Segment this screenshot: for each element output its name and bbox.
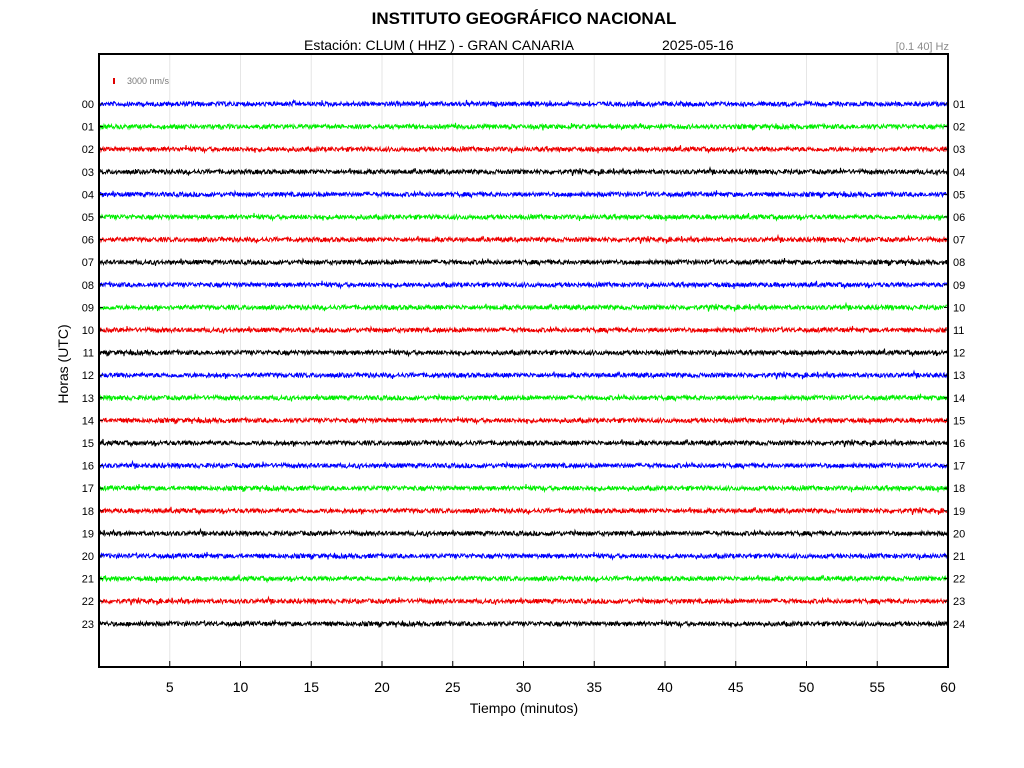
x-tick-label: 60	[940, 679, 956, 695]
hour-label-left: 07	[82, 257, 94, 269]
x-tick-label: 20	[374, 679, 390, 695]
trace-hour-13	[98, 392, 949, 403]
chart-title: INSTITUTO GEOGRÁFICO NACIONAL	[371, 9, 677, 28]
trace-hour-06	[98, 233, 949, 244]
hour-label-left: 03	[82, 167, 94, 179]
hour-label-left: 17	[82, 483, 94, 495]
hour-label-right: 16	[953, 438, 965, 450]
hour-label-left: 20	[82, 551, 94, 563]
trace-hour-08	[98, 280, 949, 290]
filter-label: [0.1 40] Hz	[895, 41, 949, 53]
hour-label-right: 04	[953, 167, 965, 179]
trace-hour-09	[98, 301, 949, 312]
hour-label-left: 21	[82, 574, 94, 586]
trace-hour-22	[98, 595, 949, 606]
trace-hour-11	[98, 348, 949, 358]
grid-lines	[169, 54, 949, 667]
hour-label-left: 11	[83, 348, 94, 360]
trace-hour-19	[98, 527, 949, 538]
x-tick-label: 30	[516, 679, 532, 695]
hour-label-right: 23	[953, 596, 965, 608]
hour-label-right: 02	[953, 122, 965, 134]
trace-hour-02	[98, 145, 949, 155]
hour-label-left: 13	[82, 393, 94, 405]
hour-label-right: 19	[953, 506, 965, 518]
hour-label-left: 09	[82, 302, 94, 314]
trace-hour-05	[98, 212, 949, 222]
trace-hour-10	[98, 325, 949, 335]
trace-hour-01	[98, 122, 949, 131]
hour-label-left: 15	[82, 438, 94, 450]
hour-label-right: 06	[953, 212, 965, 224]
x-tick-label: 10	[233, 679, 249, 695]
hour-label-right: 08	[953, 257, 965, 269]
hour-label-left: 23	[82, 619, 94, 631]
hour-label-right: 09	[953, 280, 965, 292]
axes: 5 10 15 20 25 30 35 40 45 50 55 60 00 01 01 02 02 03 03 04 0…	[82, 99, 966, 695]
trace-hour-16	[98, 459, 949, 470]
hour-label-left: 12	[82, 370, 94, 382]
hour-label-right: 20	[953, 528, 965, 540]
hour-label-left: 19	[82, 528, 94, 540]
hour-label-left: 14	[82, 415, 94, 427]
x-tick-label: 40	[657, 679, 673, 695]
x-tick-label: 50	[799, 679, 815, 695]
hour-label-left: 04	[82, 189, 94, 201]
trace-hour-03	[98, 165, 949, 177]
x-axis-label: Tiempo (minutos)	[469, 700, 579, 716]
trace-hour-14	[98, 416, 949, 426]
amplitude-scale-bar	[113, 78, 115, 84]
trace-hour-07	[98, 257, 949, 267]
hour-label-right: 24	[953, 619, 965, 631]
trace-hour-20	[98, 551, 949, 561]
hour-label-right: 03	[953, 144, 965, 156]
hour-label-left: 02	[82, 144, 94, 156]
hour-label-left: 08	[82, 280, 94, 292]
hour-label-left: 05	[82, 212, 94, 224]
x-tick-label: 5	[166, 679, 174, 695]
x-tick-label: 15	[303, 679, 319, 695]
x-tick-label: 55	[869, 679, 885, 695]
hour-label-right: 22	[953, 574, 965, 586]
x-tick-label: 25	[445, 679, 461, 695]
hour-label-right: 01	[953, 99, 965, 111]
hour-label-left: 16	[82, 461, 94, 473]
hour-label-left: 10	[82, 325, 94, 337]
hour-label-left: 22	[82, 596, 94, 608]
station-label: Estación: CLUM ( HHZ ) - GRAN CANARIA	[304, 37, 574, 53]
hour-label-left: 06	[82, 235, 94, 247]
trace-hour-15	[98, 438, 948, 448]
date-label: 2025-05-16	[662, 37, 734, 53]
hour-label-left: 18	[82, 506, 94, 518]
hour-label-right: 11	[953, 325, 964, 337]
hour-label-right: 17	[953, 461, 965, 473]
hour-label-right: 10	[953, 302, 965, 314]
traces	[98, 98, 949, 629]
trace-hour-04	[98, 189, 949, 199]
hour-label-right: 07	[953, 235, 965, 247]
hour-label-right: 15	[953, 415, 965, 427]
hour-label-right: 21	[953, 551, 965, 563]
trace-hour-12	[98, 369, 949, 380]
trace-hour-17	[98, 484, 949, 494]
hour-label-right: 14	[953, 393, 965, 405]
hour-label-left: 01	[82, 122, 94, 134]
trace-hour-00	[98, 98, 949, 109]
trace-hour-18	[98, 506, 949, 516]
x-tick-label: 45	[728, 679, 744, 695]
hour-label-right: 05	[953, 189, 965, 201]
hour-label-left: 00	[82, 99, 94, 111]
hour-label-right: 18	[953, 483, 965, 495]
trace-hour-21	[98, 574, 949, 584]
hour-label-right: 13	[953, 370, 965, 382]
hour-label-right: 12	[953, 348, 965, 360]
trace-hour-23	[98, 619, 948, 629]
x-tick-label: 35	[586, 679, 602, 695]
amplitude-scale-label: 3000 nm/s	[127, 76, 170, 86]
